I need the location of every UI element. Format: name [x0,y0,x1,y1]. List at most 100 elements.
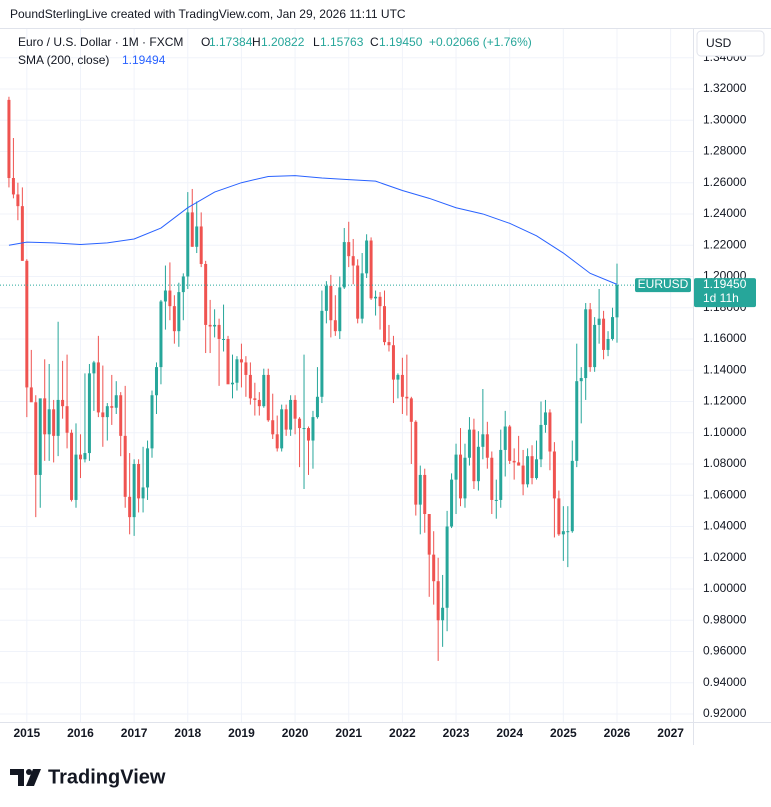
y-tick-label: 1.24000 [703,206,747,220]
symbol-label: Euro / U.S. Dollar · 1M · FXCM [18,35,183,49]
candle-body [92,362,96,374]
x-tick-label: 2027 [657,726,684,740]
candle-body [427,514,431,555]
candle-body [494,499,498,501]
candle-body [575,381,579,461]
x-tick-label: 2015 [13,726,40,740]
candle-body [181,276,185,293]
x-tick-label: 2026 [604,726,631,740]
x-tick-label: 2021 [335,726,362,740]
candle-body [383,306,387,343]
candle-body [351,256,355,266]
candle-body [172,306,176,332]
candle-body [306,428,310,441]
sma-value: 1.19494 [122,53,166,67]
candle-body [163,290,167,302]
x-tick-label: 2024 [496,726,523,740]
candle-body [20,206,24,261]
candle-body [459,454,463,499]
candle-body [320,310,324,397]
candle-body [548,412,552,452]
low-value: 1.15763 [320,35,364,49]
open-key: O [201,35,210,49]
y-tick-label: 1.32000 [703,81,747,95]
candle-body [356,265,360,319]
symbol-tag-label: EURUSD [638,277,689,291]
candle-body [476,446,480,482]
candle-body [333,320,337,332]
candle-body [561,531,565,535]
candle-body [481,434,485,447]
sma-line [8,175,618,285]
candle-body [454,454,458,480]
currency-button[interactable] [696,30,765,57]
candle-body [342,242,346,288]
candle-body [315,396,319,418]
candle-body [213,324,217,327]
candle-body [467,429,471,458]
candle-body [396,374,400,380]
candle-body [222,338,226,340]
y-tick-label: 0.96000 [703,644,747,658]
y-tick-label: 1.14000 [703,362,747,376]
candle-body [47,409,51,435]
candle-body [347,242,351,257]
candle-body [253,398,257,400]
y-tick-label: 1.08000 [703,456,747,470]
candle-body [360,273,364,319]
candle-body [512,460,516,463]
candle-body [199,226,203,264]
candle-body [38,398,42,475]
candle-body [119,395,123,436]
candle-body [365,240,369,274]
candle-body [530,456,534,479]
candle-body [387,342,391,346]
candle-body [159,301,163,368]
candle-body [338,287,342,332]
candle-body [141,487,145,499]
currency-label[interactable]: USD [706,36,732,50]
candle-body [110,406,114,408]
y-tick-label: 1.22000 [703,237,747,251]
candle-body [463,457,467,499]
candle-body [239,359,243,363]
candle-body [83,453,87,460]
candle-body [248,374,252,399]
y-tick-label: 1.28000 [703,144,747,158]
candle-body [409,398,413,422]
x-tick-label: 2020 [282,726,309,740]
x-tick-label: 2017 [121,726,148,740]
candle-body [280,409,284,449]
candle-body [195,226,199,247]
candle-body [418,474,422,505]
y-tick-label: 1.12000 [703,394,747,408]
candle-body [70,432,74,500]
candle-body [374,296,378,299]
legend: Euro / U.S. Dollar · 1M · FXCM O 1.17384… [18,35,532,67]
candle-body [405,396,409,399]
candle-body [226,338,230,385]
x-tick-label: 2019 [228,726,255,740]
candle-body [186,212,190,277]
candle-body [490,457,494,500]
y-tick-label: 1.06000 [703,487,747,501]
candle-body [293,399,297,419]
candle-body [472,429,476,482]
logo-mark [26,769,41,786]
candle-body [535,459,539,479]
candle-body [128,496,132,518]
candle-body [503,426,507,450]
brand-name: TradingView [48,766,166,788]
candle-body [137,463,141,499]
y-tick-label: 1.30000 [703,112,747,126]
y-tick-label: 1.26000 [703,175,747,189]
change-value: +0.02066 (+1.76%) [429,35,532,49]
candle-body [517,462,521,466]
candle-body [244,362,248,375]
candle-body [29,387,33,403]
candle-body [445,526,449,608]
candle-body [87,373,91,454]
plot [0,96,693,661]
y-tick-label: 1.16000 [703,331,747,345]
